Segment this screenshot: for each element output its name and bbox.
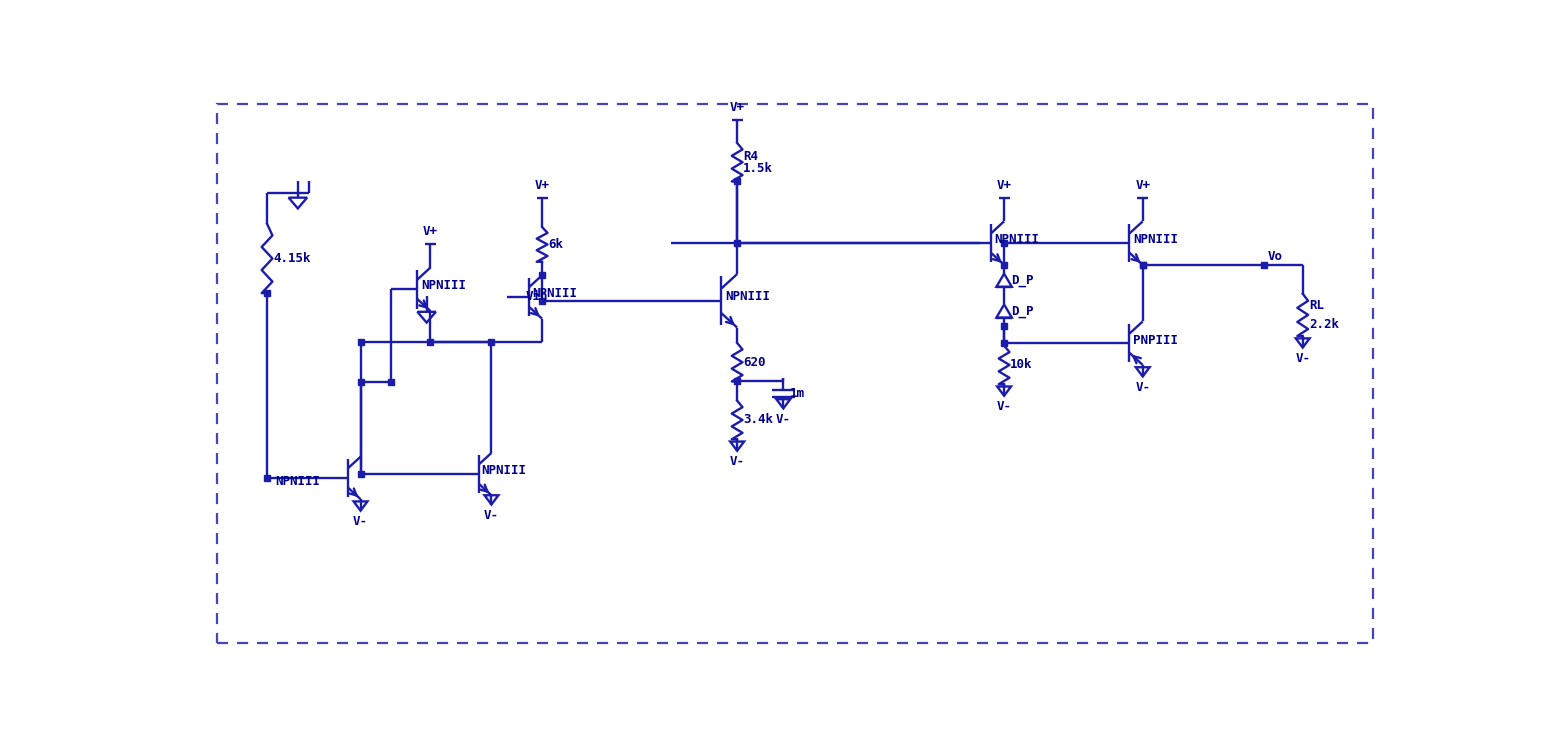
Text: V+: V+ [535, 179, 549, 192]
Text: V+: V+ [423, 225, 437, 238]
Text: 1.5k: 1.5k [743, 162, 774, 175]
Text: 2.2k: 2.2k [1309, 318, 1339, 330]
Text: NPNIII: NPNIII [726, 291, 771, 303]
Text: 1m: 1m [789, 386, 805, 400]
Text: V-: V- [776, 413, 791, 426]
Text: V-: V- [484, 509, 499, 522]
Text: NPNIII: NPNIII [275, 475, 320, 488]
Text: D_P: D_P [1011, 305, 1033, 317]
Text: NPNIII: NPNIII [481, 464, 526, 477]
Text: 6k: 6k [548, 238, 563, 251]
Text: NPNIII: NPNIII [994, 233, 1039, 246]
Text: NPNIII: NPNIII [1134, 233, 1179, 246]
Text: PNPIII: PNPIII [1134, 334, 1179, 347]
Text: Vo: Vo [1269, 250, 1283, 263]
Text: 10k: 10k [1010, 358, 1033, 372]
Text: V-: V- [1135, 381, 1151, 394]
Text: V+: V+ [729, 101, 744, 114]
Text: R4: R4 [743, 149, 758, 163]
Text: D_P: D_P [1011, 274, 1033, 287]
Text: 620: 620 [743, 355, 766, 369]
Text: V+: V+ [997, 179, 1011, 192]
Text: 3.4k: 3.4k [743, 414, 774, 426]
Text: V-: V- [1295, 353, 1311, 365]
Text: V-: V- [354, 515, 368, 528]
Text: V-: V- [729, 456, 744, 468]
Text: V+: V+ [1135, 179, 1151, 192]
Text: Vin: Vin [526, 291, 548, 303]
Text: NPNIII: NPNIII [532, 286, 577, 300]
Text: RL: RL [1309, 299, 1325, 312]
Text: 4.15k: 4.15k [273, 252, 310, 265]
Text: NPNIII: NPNIII [420, 279, 465, 292]
Text: V-: V- [997, 400, 1011, 414]
